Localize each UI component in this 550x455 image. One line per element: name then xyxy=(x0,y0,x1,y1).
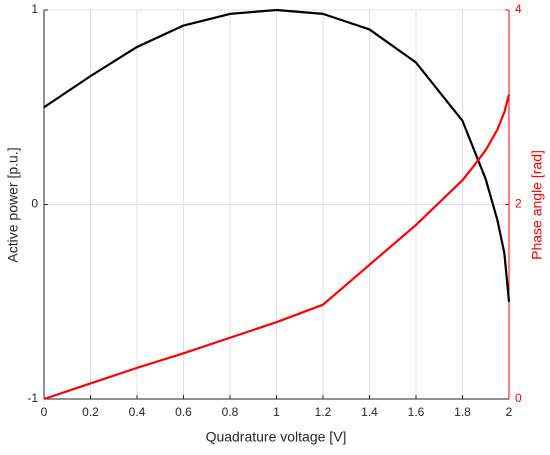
y2-tick-label: 0 xyxy=(515,391,522,405)
x-tick-label: 0 xyxy=(41,405,48,419)
x-tick-label: 1.4 xyxy=(361,405,378,419)
y-axis-label: Active power [p.u.] xyxy=(5,147,21,262)
x-tick-label: 0.6 xyxy=(175,405,192,419)
x-tick-label: 1 xyxy=(273,405,280,419)
y-tick-label: -1 xyxy=(27,391,38,405)
line-series xyxy=(43,8,511,302)
y2-tick-label: 2 xyxy=(515,197,522,211)
x-tick-label: 0.2 xyxy=(82,405,99,419)
y2-axis-label: Phase angle [rad] xyxy=(529,150,545,260)
y2-tick-label: 4 xyxy=(515,2,522,16)
x-tick-label: 1.8 xyxy=(454,405,471,419)
x-tick-label: 2 xyxy=(506,405,513,419)
x-tick-label: 1.6 xyxy=(408,405,425,419)
x-tick-label: 0.4 xyxy=(129,405,146,419)
x-tick-label: 0.8 xyxy=(222,405,239,419)
x-axis-label: Quadrature voltage [V] xyxy=(206,429,347,445)
y-tick-label: 0 xyxy=(31,197,38,211)
y-tick-label: 1 xyxy=(31,2,38,16)
x-tick-label: 1.2 xyxy=(315,405,332,419)
line-series xyxy=(43,94,511,401)
